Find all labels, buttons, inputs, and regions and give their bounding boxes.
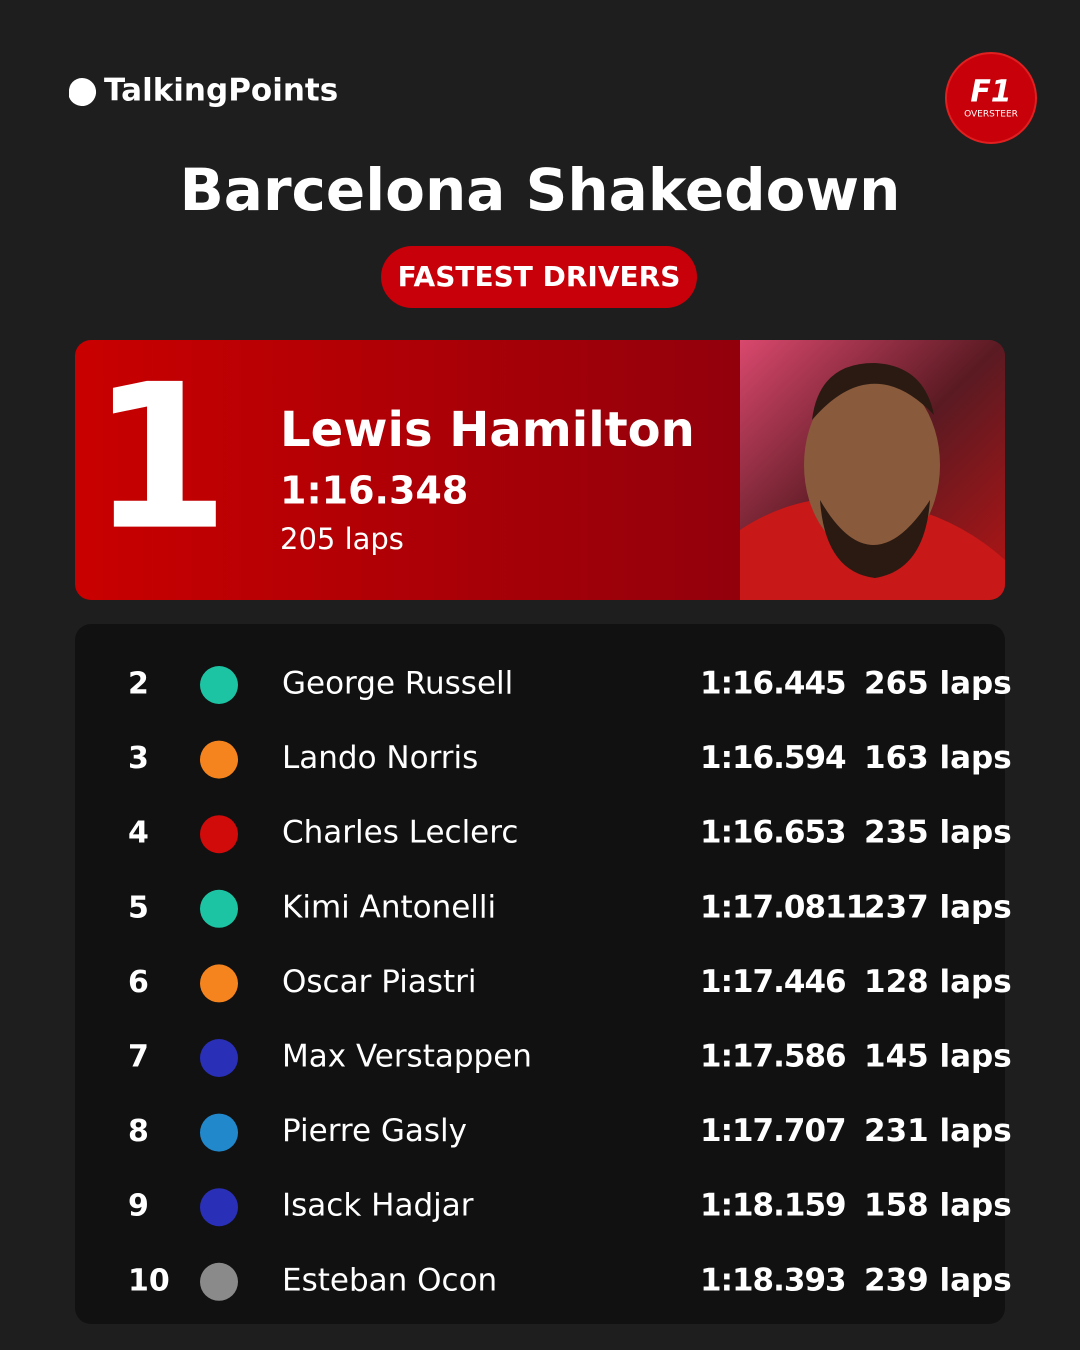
photo-beard — [820, 500, 930, 578]
team-dot — [200, 1039, 238, 1077]
row-position: 6 — [128, 965, 149, 1000]
driver-name: Oscar Piastri — [282, 964, 476, 1000]
row-position: 10 — [128, 1263, 170, 1298]
driver-name: Lando Norris — [282, 740, 478, 776]
lap-time: 1:16.594 — [700, 740, 846, 776]
row-position: 3 — [128, 741, 149, 776]
photo-hair — [812, 363, 934, 420]
winner-laps: 205 laps — [280, 522, 404, 556]
logo-caption: OVERSTEER — [964, 110, 1018, 120]
lap-count: 163 laps — [864, 740, 1012, 776]
winner-time: 1:16.348 — [280, 469, 468, 513]
lap-time: 1:17.0811 — [700, 889, 866, 925]
driver-name: George Russell — [282, 666, 513, 702]
badge-text: FASTEST DRIVERS — [398, 260, 681, 293]
lap-count: 128 laps — [864, 964, 1012, 1000]
logo-mark: F1 — [970, 75, 1011, 110]
team-dot — [200, 1188, 238, 1227]
lap-count: 158 laps — [864, 1188, 1012, 1224]
lap-count: 237 laps — [864, 889, 1012, 925]
title: Barcelona Shakedown — [180, 156, 901, 224]
driver-name: Esteban Ocon — [282, 1262, 497, 1298]
driver-name: Pierre Gasly — [282, 1113, 467, 1149]
logo-badge — [945, 52, 1037, 144]
row-position: 9 — [128, 1189, 149, 1224]
team-dot — [200, 666, 238, 704]
results-table — [75, 624, 1005, 1324]
team-dot — [200, 815, 238, 854]
winner-position: 1 — [90, 342, 229, 575]
lap-count: 265 laps — [864, 666, 1012, 702]
lap-time: 1:18.159 — [700, 1188, 846, 1224]
lap-count: 239 laps — [864, 1262, 1012, 1298]
team-dot — [200, 1262, 238, 1301]
lap-time: 1:16.445 — [700, 666, 846, 702]
team-dot — [200, 1113, 238, 1152]
driver-name: Isack Hadjar — [282, 1188, 474, 1224]
logo: F1 OVERSTEER — [945, 52, 1037, 144]
team-dot — [200, 889, 238, 928]
lap-time: 1:17.586 — [700, 1039, 846, 1075]
badge-pill — [381, 246, 697, 308]
row-position: 8 — [128, 1114, 149, 1149]
lap-time: 1:17.707 — [700, 1113, 846, 1149]
team-dot — [200, 740, 238, 779]
driver-name: Max Verstappen — [282, 1039, 532, 1075]
lap-time: 1:18.393 — [700, 1262, 846, 1298]
lap-time: 1:16.653 — [700, 815, 846, 851]
brand-icon — [68, 77, 97, 106]
lap-time: 1:17.446 — [700, 964, 846, 1000]
row-position: 7 — [128, 1040, 149, 1075]
winner-card — [75, 340, 1005, 600]
driver-name: Charles Leclerc — [282, 815, 518, 851]
photo-face — [804, 373, 940, 557]
brand-name: TalkingPoints — [104, 73, 338, 109]
row-position: 4 — [128, 816, 149, 851]
row-position: 5 — [128, 890, 149, 925]
driver-name: Kimi Antonelli — [282, 889, 496, 925]
winner-name: Lewis Hamilton — [280, 402, 695, 458]
lap-count: 145 laps — [864, 1039, 1012, 1075]
team-dot — [200, 964, 238, 1003]
results-rows: 2 George Russell 1:16.445 265 laps 3 Lando No… — [128, 666, 1012, 1301]
row-position: 2 — [128, 667, 149, 702]
lap-count: 235 laps — [864, 815, 1012, 851]
lap-count: 231 laps — [864, 1113, 1012, 1149]
